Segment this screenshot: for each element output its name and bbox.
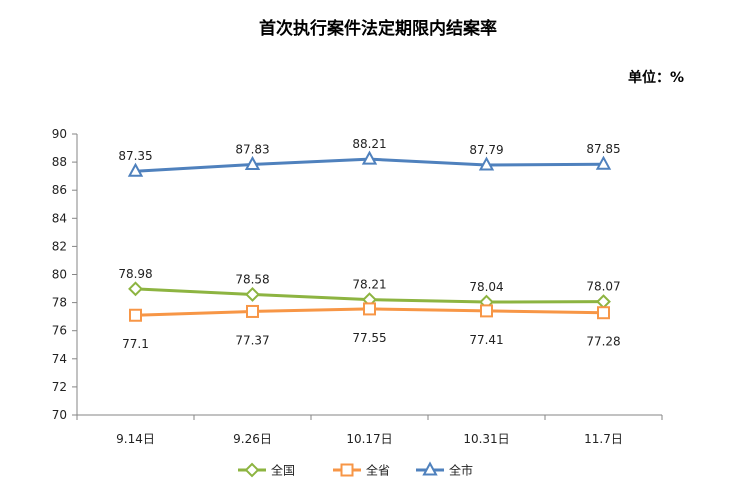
data-label: 77.28 [586, 335, 620, 349]
legend-marker [340, 463, 354, 477]
data-point [128, 281, 143, 297]
y-tick-label: 76 [52, 324, 67, 338]
data-point [480, 304, 493, 318]
data-label: 78.04 [469, 280, 503, 294]
data-label: 87.85 [586, 142, 620, 156]
series-2: 77.1 77.37 77.55 77.41 77.28 [122, 302, 621, 351]
data-label: 78.21 [352, 278, 386, 292]
y-tick-label: 84 [52, 211, 67, 225]
data-label: 78.58 [235, 272, 269, 286]
data-point [596, 294, 611, 310]
data-point [597, 306, 610, 320]
data-label: 77.37 [235, 333, 269, 347]
data-label: 87.79 [469, 143, 503, 157]
data-point [245, 287, 260, 302]
x-tick-label: 10.17日 [346, 432, 392, 446]
y-tick-label: 70 [52, 408, 67, 422]
data-point [127, 162, 144, 177]
chart-axes: 70 72 74 76 78 80 82 84 86 88 90 9.14日 9.26日 10.17日 10… [52, 127, 663, 446]
data-point [246, 304, 259, 318]
data-point [244, 155, 261, 170]
data-label: 77.1 [122, 337, 149, 351]
legend: 全国 全省 全市 [238, 461, 473, 478]
y-tick-label: 82 [52, 239, 67, 253]
x-tick-label: 9.26日 [233, 432, 272, 446]
data-point [478, 156, 495, 171]
data-label: 77.41 [469, 333, 503, 347]
legend-marker [422, 461, 438, 476]
data-label: 88.21 [352, 137, 386, 151]
data-point [595, 155, 612, 170]
y-tick-label: 88 [52, 155, 67, 169]
y-tick-label: 72 [52, 380, 67, 394]
data-label: 87.35 [118, 149, 152, 163]
data-point [129, 308, 142, 322]
legend-marker [244, 462, 260, 478]
legend-entry: 全市 [449, 463, 473, 478]
data-label: 78.98 [118, 267, 152, 281]
legend-entry: 全省 [366, 463, 390, 478]
unit-label: 单位：% [628, 69, 684, 86]
x-tick-label: 10.31日 [463, 432, 509, 446]
data-point [363, 302, 376, 316]
data-point [361, 150, 378, 165]
y-tick-label: 74 [52, 352, 67, 366]
y-tick-label: 90 [52, 127, 67, 141]
y-tick-label: 78 [52, 296, 67, 310]
y-tick-label: 86 [52, 183, 67, 197]
legend-entry: 全国 [271, 463, 295, 478]
data-label: 78.07 [586, 280, 620, 294]
series-3: 87.35 87.83 88.21 87.79 87.85 [118, 137, 621, 177]
chart-title: 首次执行案件法定期限内结案率 [259, 18, 497, 39]
data-label: 77.55 [352, 331, 386, 345]
series-1: 78.98 78.58 78.21 78.04 78.07 [118, 267, 621, 310]
x-tick-label: 9.14日 [116, 432, 155, 446]
x-tick-label: 11.7日 [584, 432, 623, 446]
y-tick-label: 80 [52, 268, 67, 282]
data-label: 87.83 [235, 142, 269, 156]
